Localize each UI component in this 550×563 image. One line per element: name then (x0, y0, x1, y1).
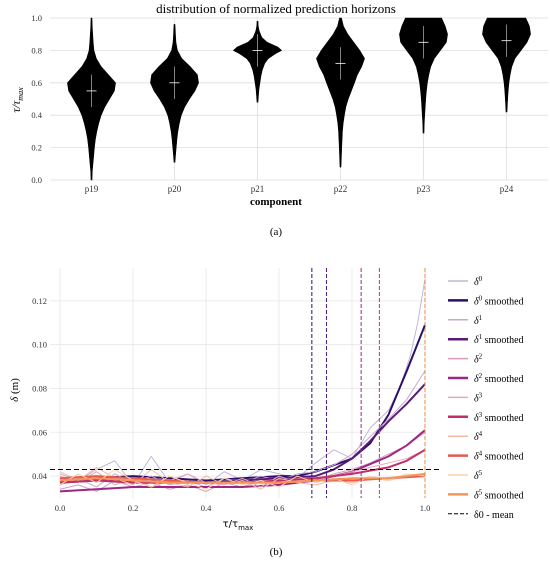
line-x-tick-label: 0.4 (201, 503, 212, 513)
violin-x-tick-label: p19 (85, 184, 99, 194)
violin-x-tick-label: p21 (251, 184, 265, 194)
violin-y-tick-label: 0.8 (31, 45, 42, 55)
violin-x-tick-label: p22 (334, 184, 348, 194)
violin-y-label: τ/τmax (9, 87, 25, 113)
legend-item: δ1 (448, 314, 483, 327)
violin-y-label-text: τ/τmax (9, 87, 25, 113)
legend-label: δ5 (474, 469, 483, 482)
line-y-label: δ (m) (9, 378, 21, 402)
legend-label: δ0 smoothed (474, 294, 524, 307)
violin-x-tick-label: p24 (500, 184, 514, 194)
legend-label: δ3 smoothed (474, 411, 524, 424)
legend-label: δ2 smoothed (474, 372, 524, 385)
violin-x-tick-label: p23 (417, 184, 431, 194)
series-delta1-smoothed (59, 383, 426, 484)
violin-x-ticks: p19 p20 p21 p22 p23 p24 (85, 184, 514, 194)
caption-b: (b) (270, 546, 283, 558)
legend-label: δ1 smoothed (474, 333, 524, 346)
line-y-tick-label: 0.08 (32, 383, 47, 393)
line-y-label-text: δ (m) (9, 378, 21, 402)
legend-item: δ4 smoothed (448, 450, 524, 463)
violin-y-tick-label: 1.0 (31, 13, 42, 23)
series-delta0-smoothed (59, 324, 426, 482)
series-delta2-smoothed (59, 429, 426, 493)
legend-label: δ4 smoothed (474, 450, 524, 463)
line-x-tick-label: 0.8 (347, 503, 358, 513)
legend-label: δ0 (474, 275, 483, 288)
legend-label: δ4 (474, 430, 483, 443)
violin-y-tick-label: 0.4 (31, 110, 42, 120)
legend-item: δ0 - mean (448, 510, 514, 521)
legend-item: δ0 (448, 275, 483, 288)
legend-item: δ5 smoothed (448, 488, 524, 501)
series-delta0 (59, 278, 426, 486)
violin-title: distribution of normalized prediction ho… (156, 1, 396, 16)
legend-label: δ2 (474, 353, 483, 366)
line-y-ticks: 0.04 0.06 0.08 0.10 0.12 (32, 296, 48, 481)
legend-item: δ0 smoothed (448, 294, 524, 307)
violin-y-tick-label: 0.0 (31, 175, 42, 185)
legend-label: δ0 - mean (474, 510, 514, 521)
line-y-tick-label: 0.06 (32, 427, 47, 437)
violin-x-tick-label: p20 (168, 184, 182, 194)
caption-a: (a) (270, 226, 283, 238)
legend: δ0 δ0 smoothed δ1 δ1 smoothed δ2 δ2 smoothed δ… (448, 275, 524, 521)
violin-y-ticks: 0.0 0.2 0.4 0.6 0.8 1.0 (31, 13, 42, 185)
line-series (59, 278, 426, 493)
violin-grid (50, 17, 548, 181)
violin-p24 (482, 17, 531, 113)
line-x-tick-label: 0.6 (274, 503, 285, 513)
legend-item: δ3 smoothed (448, 411, 524, 424)
line-x-tick-label: 0.2 (128, 503, 139, 513)
violin-p23 (399, 17, 448, 134)
violin-panel: distribution of normalized prediction ho… (9, 1, 548, 238)
line-panel: 0.040.060.080.100.12 0.0 0.2 0.4 0.6 0.8 1.0 … (9, 268, 524, 558)
line-x-tick-label: 1.0 (420, 503, 431, 513)
violin-x-label: component (250, 196, 302, 208)
line-y-tick-label: 0.12 (32, 296, 47, 306)
legend-item: δ2 smoothed (448, 372, 524, 385)
legend-item: δ4 (448, 430, 483, 443)
legend-item: δ1 smoothed (448, 333, 524, 346)
violin-y-tick-label: 0.2 (31, 143, 42, 153)
legend-label: δ3 (474, 391, 483, 404)
line-y-tick-label: 0.04 (32, 471, 48, 481)
legend-item: δ3 (448, 391, 483, 404)
legend-item: δ2 (448, 353, 483, 366)
line-x-tick-label: 0.0 (55, 503, 66, 513)
line-x-ticks: 0.0 0.2 0.4 0.6 0.8 1.0 (55, 503, 431, 513)
legend-label: δ1 (474, 314, 483, 327)
vertical-markers (311, 268, 426, 498)
line-x-label: τ/τmax (223, 519, 254, 532)
legend-item: δ5 (448, 469, 483, 482)
violins (67, 17, 531, 181)
violin-p22 (316, 17, 365, 168)
line-y-tick-label: 0.10 (32, 340, 47, 350)
violin-y-tick-label: 0.6 (31, 78, 42, 88)
legend-label: δ5 smoothed (474, 488, 524, 501)
series-delta5-smoothed (59, 472, 426, 484)
